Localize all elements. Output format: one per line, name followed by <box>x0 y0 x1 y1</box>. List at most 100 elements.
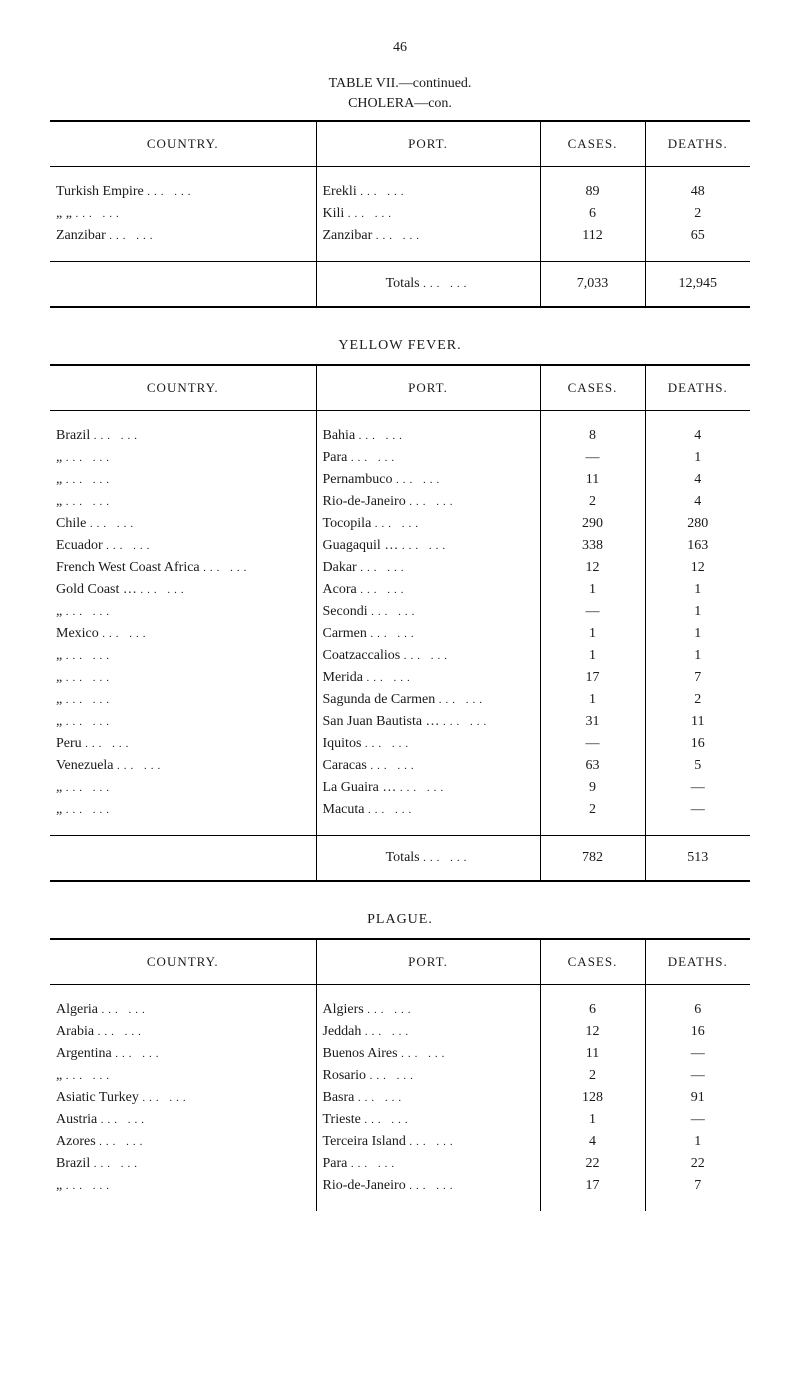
port-cell: Rio-de-Janeiro ... ... <box>316 1175 540 1197</box>
deaths-cell: 11 <box>645 711 750 733</box>
col-port: PORT. <box>316 365 540 411</box>
port-cell: Jeddah ... ... <box>316 1021 540 1043</box>
cases-cell: 17 <box>540 1175 645 1197</box>
table-row: „ ... ...Rosario ... ...2— <box>50 1065 750 1087</box>
col-cases: CASES. <box>540 365 645 411</box>
col-country: COUNTRY. <box>50 365 316 411</box>
port-cell: La Guaira … ... ... <box>316 777 540 799</box>
table-row: Zanzibar ... ...Zanzibar ... ...11265 <box>50 225 750 247</box>
table-row: „ ... ...Rio-de-Janeiro ... ...177 <box>50 1175 750 1197</box>
totals-cases: 782 <box>540 836 645 882</box>
country-cell: Ecuador ... ... <box>50 535 316 557</box>
port-cell: Para ... ... <box>316 1153 540 1175</box>
country-cell: Peru ... ... <box>50 733 316 755</box>
country-cell: French West Coast Africa ... ... <box>50 557 316 579</box>
cases-cell: 89 <box>540 181 645 203</box>
cases-cell: 12 <box>540 1021 645 1043</box>
table-row: French West Coast Africa ... ...Dakar ..… <box>50 557 750 579</box>
port-cell: Basra ... ... <box>316 1087 540 1109</box>
deaths-cell: 6 <box>645 999 750 1021</box>
deaths-cell: 7 <box>645 1175 750 1197</box>
col-deaths: DEATHS. <box>645 121 750 167</box>
cases-cell: 6 <box>540 999 645 1021</box>
deaths-cell: 1 <box>645 645 750 667</box>
col-port: PORT. <box>316 121 540 167</box>
port-cell: Buenos Aires ... ... <box>316 1043 540 1065</box>
table-row: Austria ... ...Trieste ... ...1— <box>50 1109 750 1131</box>
col-country: COUNTRY. <box>50 939 316 985</box>
deaths-cell: 1 <box>645 447 750 469</box>
country-cell: Argentina ... ... <box>50 1043 316 1065</box>
deaths-cell: 4 <box>645 469 750 491</box>
table-row: Mexico ... ...Carmen ... ...11 <box>50 623 750 645</box>
country-cell: „ ... ... <box>50 1065 316 1087</box>
plague-table: COUNTRY. PORT. CASES. DEATHS. Algeria ..… <box>50 938 750 1211</box>
country-cell: Austria ... ... <box>50 1109 316 1131</box>
deaths-cell: — <box>645 1065 750 1087</box>
country-cell: „ ... ... <box>50 469 316 491</box>
totals-deaths: 12,945 <box>645 262 750 308</box>
cases-cell: 31 <box>540 711 645 733</box>
col-country: COUNTRY. <box>50 121 316 167</box>
cases-cell: 63 <box>540 755 645 777</box>
table-row: „ ... ...San Juan Bautista … ... ...3111 <box>50 711 750 733</box>
country-cell: „ ... ... <box>50 491 316 513</box>
totals-label: Totals ... ... <box>316 836 540 882</box>
table-row: Gold Coast … ... ...Acora ... ...11 <box>50 579 750 601</box>
cases-cell: — <box>540 447 645 469</box>
country-cell: „ ... ... <box>50 777 316 799</box>
cases-cell: 1 <box>540 1109 645 1131</box>
col-deaths: DEATHS. <box>645 365 750 411</box>
deaths-cell: — <box>645 1043 750 1065</box>
deaths-cell: 1 <box>645 579 750 601</box>
port-cell: Caracas ... ... <box>316 755 540 777</box>
cases-cell: 8 <box>540 425 645 447</box>
cholera-table: COUNTRY. PORT. CASES. DEATHS. Turkish Em… <box>50 120 750 308</box>
table-row: „ ... ...Pernambuco ... ...114 <box>50 469 750 491</box>
port-cell: Trieste ... ... <box>316 1109 540 1131</box>
country-cell: Venezuela ... ... <box>50 755 316 777</box>
port-cell: Secondi ... ... <box>316 601 540 623</box>
table-row: „ „ ... ...Kili ... ...62 <box>50 203 750 225</box>
table-row: Algeria ... ...Algiers ... ...66 <box>50 999 750 1021</box>
col-cases: CASES. <box>540 121 645 167</box>
deaths-cell: 4 <box>645 491 750 513</box>
cases-cell: 128 <box>540 1087 645 1109</box>
cases-cell: 9 <box>540 777 645 799</box>
port-cell: Tocopila ... ... <box>316 513 540 535</box>
deaths-cell: 7 <box>645 667 750 689</box>
port-cell: Para ... ... <box>316 447 540 469</box>
port-cell: Merida ... ... <box>316 667 540 689</box>
table-row: „ ... ...Macuta ... ...2— <box>50 799 750 821</box>
deaths-cell: — <box>645 1109 750 1131</box>
port-cell: Carmen ... ... <box>316 623 540 645</box>
cases-cell: 17 <box>540 667 645 689</box>
country-cell: „ ... ... <box>50 711 316 733</box>
country-cell: Arabia ... ... <box>50 1021 316 1043</box>
country-cell: „ ... ... <box>50 645 316 667</box>
totals-cases: 7,033 <box>540 262 645 308</box>
table-row: „ ... ...Sagunda de Carmen ... ...12 <box>50 689 750 711</box>
cases-cell: 1 <box>540 623 645 645</box>
country-cell: Chile ... ... <box>50 513 316 535</box>
deaths-cell: 4 <box>645 425 750 447</box>
country-cell: „ „ ... ... <box>50 203 316 225</box>
country-cell: Gold Coast … ... ... <box>50 579 316 601</box>
deaths-cell: 2 <box>645 689 750 711</box>
port-cell: Rosario ... ... <box>316 1065 540 1087</box>
deaths-cell: 16 <box>645 733 750 755</box>
port-cell: Pernambuco ... ... <box>316 469 540 491</box>
country-cell: „ ... ... <box>50 689 316 711</box>
deaths-cell: 16 <box>645 1021 750 1043</box>
country-cell: Zanzibar ... ... <box>50 225 316 247</box>
port-cell: Coatzaccalios ... ... <box>316 645 540 667</box>
port-cell: Sagunda de Carmen ... ... <box>316 689 540 711</box>
port-cell: Acora ... ... <box>316 579 540 601</box>
country-cell: Turkish Empire ... ... <box>50 181 316 203</box>
table-row: Ecuador ... ...Guagaquil … ... ...338163 <box>50 535 750 557</box>
deaths-cell: 163 <box>645 535 750 557</box>
table-row: „ ... ...Coatzaccalios ... ...11 <box>50 645 750 667</box>
country-cell: Brazil ... ... <box>50 1153 316 1175</box>
cases-cell: 1 <box>540 689 645 711</box>
cholera-subtitle: CHOLERA—con. <box>50 96 750 112</box>
